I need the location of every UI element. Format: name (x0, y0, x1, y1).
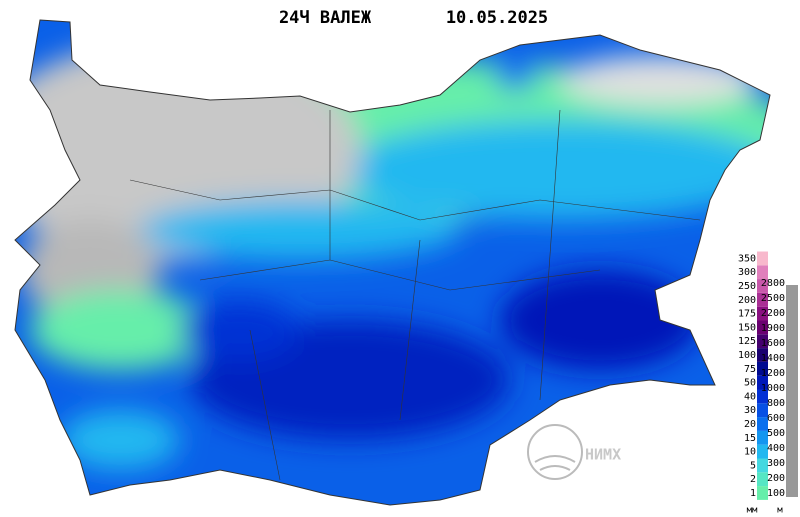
elevation-label: 1600 (761, 338, 785, 349)
region-borders (129, 109, 701, 481)
logo: НИМХ (527, 424, 621, 480)
elevation-label: 800 (767, 398, 785, 409)
elevation-label: 1000 (761, 383, 785, 394)
logo-emblem (527, 424, 583, 480)
precip-label: 20 (744, 419, 756, 430)
precip-swatch (757, 430, 768, 445)
precip-swatch (757, 334, 768, 349)
elevation-label: 300 (767, 458, 785, 469)
elevation-label: 500 (767, 428, 785, 439)
elevation-label: 1900 (761, 323, 785, 334)
elevation-label: 100 (767, 488, 785, 499)
precip-label: 200 (738, 295, 756, 306)
elevation-label: 1200 (761, 368, 785, 379)
precip-label: 250 (738, 281, 756, 292)
precip-label: 175 (738, 309, 756, 320)
precip-label: 300 (738, 267, 756, 278)
precip-swatch (757, 306, 768, 321)
precip-label: 15 (744, 433, 756, 444)
precip-swatch (757, 389, 768, 404)
elevation-label: 2200 (761, 308, 785, 319)
country-border (14, 19, 771, 506)
elevation-bar (786, 285, 798, 497)
precip-swatch (757, 361, 768, 376)
precip-label: 10 (744, 447, 756, 458)
elevation-unit: м (777, 506, 783, 516)
precip-label: 150 (738, 322, 756, 333)
precip-swatch (757, 486, 768, 500)
precip-swatch (757, 458, 768, 473)
precip-label: 350 (738, 253, 756, 264)
elevation-label: 400 (767, 443, 785, 454)
precip-swatch (757, 265, 768, 280)
precip-label: 125 (738, 336, 756, 347)
map-title: 24Ч ВАЛЕЖ (279, 8, 372, 28)
precip-swatch (757, 320, 768, 335)
precip-swatch (757, 375, 768, 390)
legend: 1251015203040507510012515017520025030035… (738, 251, 785, 516)
elevation-label: 200 (767, 473, 785, 484)
map-date: 10.05.2025 (446, 8, 548, 28)
logo-waves (534, 455, 576, 471)
precip-label: 2 (750, 474, 756, 485)
precip-label: 50 (744, 378, 756, 389)
precip-unit: мм (747, 506, 758, 516)
logo-text: НИМХ (585, 446, 621, 464)
precip-swatch (757, 279, 768, 293)
precip-swatch (757, 444, 768, 459)
elevation-label: 600 (767, 413, 785, 424)
precip-label: 5 (750, 460, 756, 471)
elevation-label: 1400 (761, 353, 785, 364)
precip-label: 30 (744, 405, 756, 416)
precip-label: 75 (744, 364, 756, 375)
precip-swatch (757, 292, 768, 307)
precip-label: 100 (738, 350, 756, 361)
precip-label: 1 (750, 488, 756, 499)
precip-swatch (757, 251, 768, 266)
elevation-label: 2500 (761, 293, 785, 304)
elevation-label: 2800 (761, 278, 785, 289)
precip-swatch (757, 417, 768, 431)
precip-swatch (757, 403, 768, 418)
precip-swatch (757, 472, 768, 487)
precip-swatch (757, 348, 768, 362)
precip-label: 40 (744, 391, 756, 402)
